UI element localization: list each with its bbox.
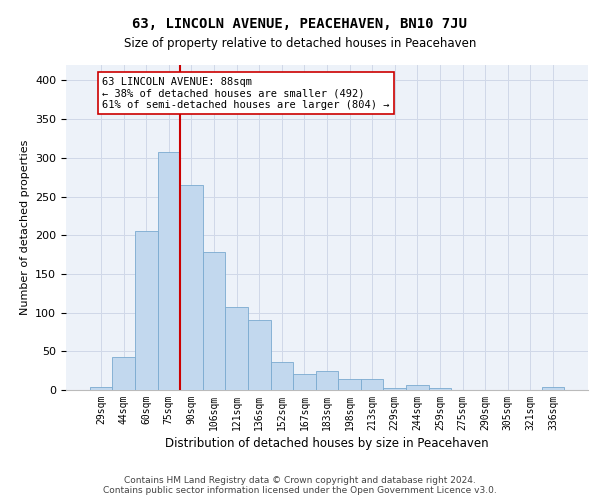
Bar [226, 307, 248, 390]
Y-axis label: Number of detached properties: Number of detached properties [20, 140, 29, 315]
Text: 63 LINCOLN AVENUE: 88sqm
← 38% of detached houses are smaller (492)
61% of semi-: 63 LINCOLN AVENUE: 88sqm ← 38% of detach… [102, 76, 389, 110]
Bar [428, 388, 451, 390]
Bar [135, 232, 158, 390]
Bar [293, 374, 316, 390]
Bar [542, 387, 564, 390]
Bar [406, 386, 428, 390]
X-axis label: Distribution of detached houses by size in Peacehaven: Distribution of detached houses by size … [165, 437, 489, 450]
Bar [90, 387, 112, 390]
Text: Size of property relative to detached houses in Peacehaven: Size of property relative to detached ho… [124, 38, 476, 51]
Bar [248, 320, 271, 390]
Text: 63, LINCOLN AVENUE, PEACEHAVEN, BN10 7JU: 63, LINCOLN AVENUE, PEACEHAVEN, BN10 7JU [133, 18, 467, 32]
Bar [383, 388, 406, 390]
Bar [271, 362, 293, 390]
Bar [203, 252, 226, 390]
Bar [158, 152, 180, 390]
Bar [338, 379, 361, 390]
Bar [361, 379, 383, 390]
Text: Contains HM Land Registry data © Crown copyright and database right 2024.
Contai: Contains HM Land Registry data © Crown c… [103, 476, 497, 495]
Bar [180, 185, 203, 390]
Bar [316, 370, 338, 390]
Bar [112, 356, 135, 390]
